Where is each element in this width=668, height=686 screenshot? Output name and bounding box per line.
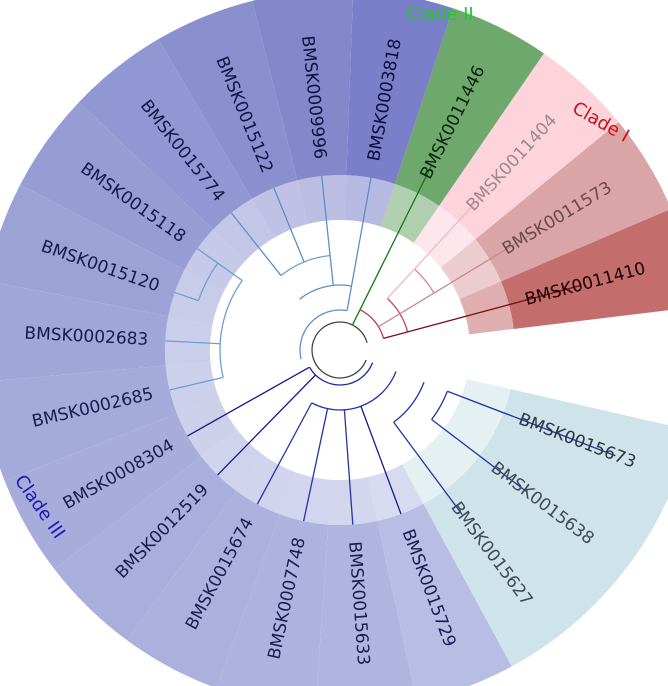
leaf-inner-band bbox=[367, 464, 424, 521]
leaf-sector bbox=[78, 39, 252, 230]
inner-color-bands bbox=[165, 175, 514, 525]
leaf-branch bbox=[447, 390, 616, 457]
leaf-branch bbox=[302, 408, 329, 522]
leaf-inner-band bbox=[440, 239, 501, 299]
leaf-branch bbox=[351, 166, 432, 326]
leaf-sector bbox=[0, 283, 169, 381]
leaf-sector bbox=[252, 0, 353, 181]
leaf-branch bbox=[217, 374, 316, 476]
leaf-sector bbox=[317, 520, 414, 686]
leaf-inner-band bbox=[184, 229, 246, 291]
leaf-inner-band bbox=[380, 183, 440, 243]
leaf-inner-band bbox=[251, 180, 309, 238]
tree-branches bbox=[165, 166, 616, 525]
branch-arc bbox=[393, 382, 425, 423]
branch-arc bbox=[359, 309, 385, 339]
leaf-sector bbox=[0, 365, 177, 481]
branch-arc bbox=[280, 254, 331, 277]
leaf-inner-band bbox=[402, 442, 464, 504]
leaf-sector bbox=[346, 0, 454, 184]
leaf-branch bbox=[187, 366, 310, 437]
leaf-sector bbox=[463, 435, 655, 606]
leaf-branch bbox=[431, 419, 528, 493]
leaf-inner-band bbox=[168, 269, 225, 325]
leaf-inner-band bbox=[344, 175, 395, 227]
leaf-branch bbox=[273, 187, 305, 263]
leaf-sector bbox=[158, 0, 298, 199]
leaf-branch bbox=[346, 172, 373, 311]
tree-core-circle bbox=[210, 220, 470, 480]
leaf-inner-band bbox=[165, 361, 219, 414]
leaf-sector bbox=[217, 514, 329, 686]
leaf-sector bbox=[0, 184, 185, 317]
leaf-branch bbox=[230, 212, 282, 276]
leaf-inner-band bbox=[328, 477, 378, 525]
leaf-branch bbox=[360, 406, 402, 515]
tree-core bbox=[210, 220, 470, 480]
leaf-branch bbox=[196, 248, 243, 282]
leaf-sector bbox=[126, 491, 280, 686]
branch-arc bbox=[197, 262, 219, 301]
leaf-branch bbox=[169, 376, 224, 391]
branch-arc bbox=[308, 362, 374, 386]
leaf-inner-band bbox=[297, 175, 347, 224]
branch-arc bbox=[311, 321, 368, 379]
leaf-branch bbox=[165, 340, 221, 345]
leaf-sector bbox=[492, 389, 668, 526]
leaf-inner-band bbox=[459, 281, 514, 335]
leaf-sector bbox=[4, 413, 202, 570]
leaf-branch bbox=[174, 291, 199, 302]
leaf-branch bbox=[378, 232, 533, 328]
leaf-sector bbox=[20, 102, 214, 270]
leaf-branch bbox=[321, 175, 334, 286]
branch-arc bbox=[299, 284, 352, 300]
leaf-inner-band bbox=[165, 316, 213, 366]
clade-label-clade-2: Clade II bbox=[406, 4, 473, 25]
leaf-sector bbox=[54, 456, 237, 641]
leaf-sector bbox=[423, 474, 594, 667]
leaf-branch bbox=[256, 402, 313, 505]
leaf-inner-band bbox=[176, 397, 237, 457]
leaf-branch bbox=[393, 421, 463, 515]
leaf-inner-band bbox=[213, 198, 275, 261]
branch-arc bbox=[311, 371, 397, 411]
leaf-branch bbox=[383, 284, 582, 339]
leaf-sector bbox=[394, 8, 544, 206]
leaf-sector bbox=[500, 210, 668, 329]
leaf-inner-band bbox=[453, 379, 511, 436]
leaf-branch bbox=[343, 409, 354, 525]
leaf-sector bbox=[377, 503, 512, 686]
branch-arc bbox=[299, 309, 348, 360]
leaf-inner-band bbox=[431, 413, 493, 475]
leaf-inner-band bbox=[279, 472, 332, 525]
branch-arc bbox=[219, 280, 243, 378]
leaf-inner-band bbox=[236, 454, 296, 515]
leaf-branch bbox=[386, 186, 491, 299]
leaf-sector bbox=[475, 121, 668, 282]
